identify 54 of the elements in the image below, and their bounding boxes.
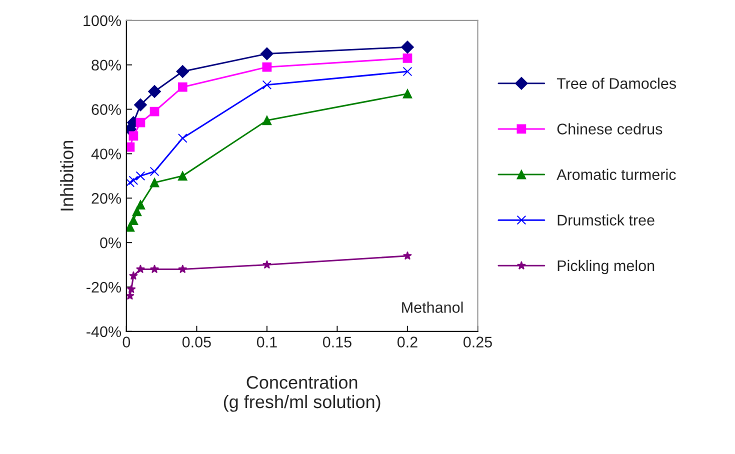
point xyxy=(128,271,138,280)
x-tick-label: 0.1 xyxy=(256,336,277,348)
y-tick-label: 60% xyxy=(92,104,122,115)
legend-label: Drumstick tree xyxy=(558,214,654,226)
annotation: Methanol xyxy=(402,302,463,313)
point xyxy=(401,40,414,54)
x-tick-label: 0.25 xyxy=(463,336,492,348)
point xyxy=(126,178,135,188)
point xyxy=(262,62,272,72)
point xyxy=(262,260,272,269)
point xyxy=(150,264,160,274)
point xyxy=(132,206,142,216)
x-tick-label: 0.15 xyxy=(322,336,352,348)
y-tick-label: -40% xyxy=(86,326,122,338)
point xyxy=(148,85,161,98)
x-tick-label: 0.2 xyxy=(397,336,418,348)
point xyxy=(150,106,160,116)
y-axis-title: Inhibition xyxy=(60,140,74,210)
point xyxy=(402,66,412,76)
point xyxy=(126,222,135,232)
y-tick-label: 80% xyxy=(92,60,122,71)
legend-label: Aromatic turmeric xyxy=(556,168,676,180)
point xyxy=(150,178,160,188)
point xyxy=(128,216,138,226)
point xyxy=(402,54,412,63)
point xyxy=(260,47,274,60)
point xyxy=(178,264,188,274)
x-tick-label: 0 xyxy=(122,336,130,348)
point xyxy=(136,118,146,128)
point xyxy=(150,166,160,176)
point xyxy=(262,116,272,126)
point xyxy=(128,131,138,141)
point xyxy=(403,251,412,260)
point xyxy=(178,82,188,92)
point xyxy=(136,171,146,181)
legend-label: Pickling melon xyxy=(558,260,654,274)
y-tick-label: 0% xyxy=(100,237,122,248)
y-tick-label: 40% xyxy=(91,148,122,160)
legend-label: Tree of Damocles xyxy=(556,78,676,89)
point xyxy=(134,98,147,112)
point xyxy=(178,133,188,143)
point xyxy=(136,264,145,274)
x-tick-label: 0.05 xyxy=(182,336,211,348)
legend-label: Chinese cedrus xyxy=(557,123,662,134)
point xyxy=(402,89,412,98)
y-tick-label: 20% xyxy=(92,193,122,204)
y-tick-label: -20% xyxy=(86,282,122,293)
point xyxy=(126,284,136,294)
y-tick-label: 100% xyxy=(84,15,122,26)
x-axis-title: Concentration (g fresh/ml solution) xyxy=(224,376,380,412)
point xyxy=(136,200,146,210)
point xyxy=(176,65,190,78)
point xyxy=(178,171,188,181)
point xyxy=(262,80,272,90)
